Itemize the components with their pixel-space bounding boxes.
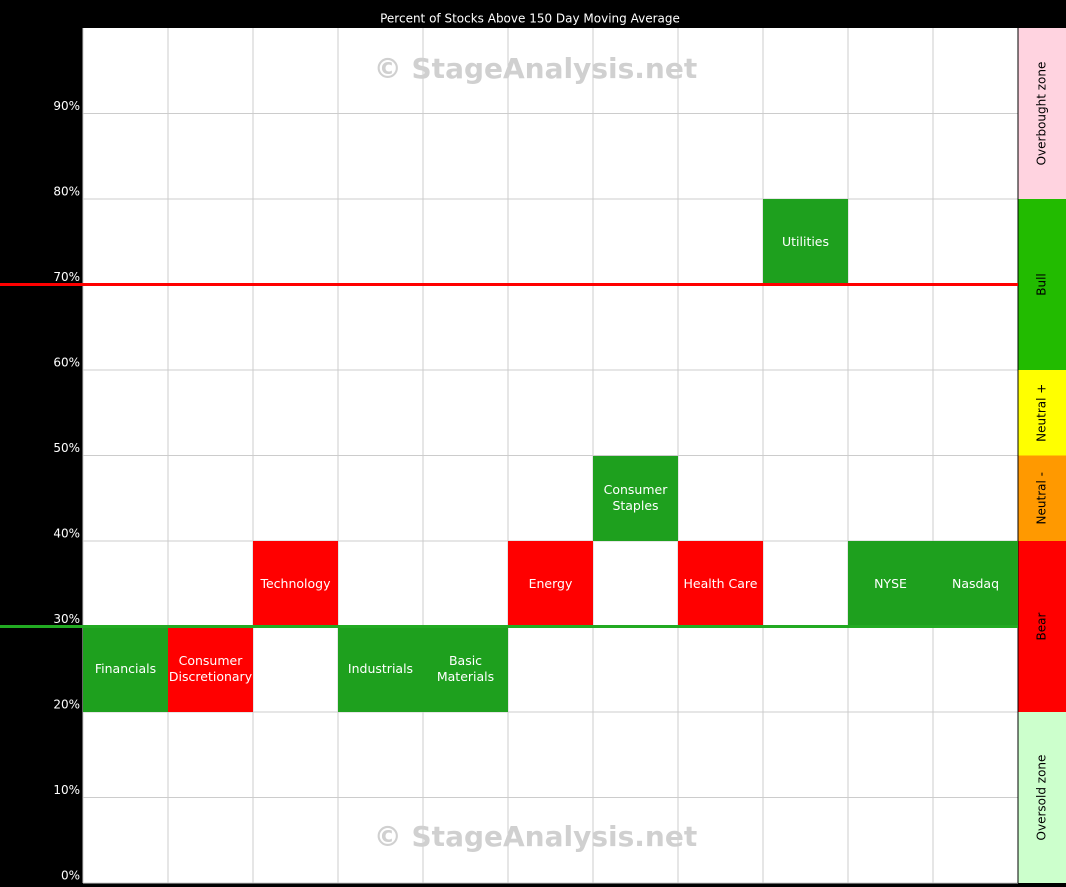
sector-box: Health Care xyxy=(678,541,763,627)
y-tick-label: 50% xyxy=(53,441,80,455)
category-label: Consumer Staples xyxy=(603,482,668,514)
sector-box: Industrials xyxy=(338,626,423,712)
sector-box: Technology xyxy=(253,541,338,627)
y-tick-label: 20% xyxy=(53,698,80,712)
zone-label: Bear xyxy=(1035,612,1049,640)
sector-box: Basic Materials xyxy=(423,626,508,712)
y-tick-label: 80% xyxy=(53,185,80,199)
sector-box: Nasdaq xyxy=(933,541,1018,627)
sector-box: NYSE xyxy=(848,541,933,627)
y-tick-label: 40% xyxy=(53,527,80,541)
category-label: Financials xyxy=(94,661,157,677)
zone-label: Neutral + xyxy=(1035,384,1049,442)
sector-box: Consumer Staples xyxy=(593,455,678,541)
sector-box: Energy xyxy=(508,541,593,627)
y-tick-label: 10% xyxy=(53,783,80,797)
zone xyxy=(1018,199,1066,370)
category-label: Utilities xyxy=(781,233,830,249)
chart-title: Percent of Stocks Above 150 Day Moving A… xyxy=(380,12,680,26)
y-tick-label: 0% xyxy=(61,869,80,883)
zone xyxy=(1018,455,1066,541)
zone xyxy=(1018,541,1066,712)
y-tick-label: 60% xyxy=(53,356,80,370)
y-tick-label: 30% xyxy=(53,612,80,626)
zone-label: Neutral - xyxy=(1035,472,1049,524)
category-label: Energy xyxy=(528,575,573,591)
zone-label: Bull xyxy=(1035,273,1049,296)
category-label: Nasdaq xyxy=(951,575,1000,591)
zone-label: Oversold zone xyxy=(1035,755,1049,841)
y-tick-label: 70% xyxy=(53,270,80,284)
zone xyxy=(1018,370,1066,456)
y-tick-label: 90% xyxy=(53,99,80,113)
category-label: Technology xyxy=(260,575,331,591)
category-label: Basic Materials xyxy=(436,653,495,685)
zone xyxy=(1018,28,1066,199)
category-label: Consumer Discretionary xyxy=(168,653,253,685)
watermark: © StageAnalysis.net xyxy=(374,52,697,85)
category-label: Health Care xyxy=(683,575,758,591)
sector-box: Consumer Discretionary xyxy=(168,626,253,712)
sector-box: Financials xyxy=(83,626,168,712)
zone-label: Overbought zone xyxy=(1035,62,1049,166)
category-label: NYSE xyxy=(874,575,907,591)
watermark: © StageAnalysis.net xyxy=(374,820,697,853)
category-label: Industrials xyxy=(347,661,414,677)
zone xyxy=(1018,712,1066,883)
sector-box: Utilities xyxy=(763,199,848,285)
